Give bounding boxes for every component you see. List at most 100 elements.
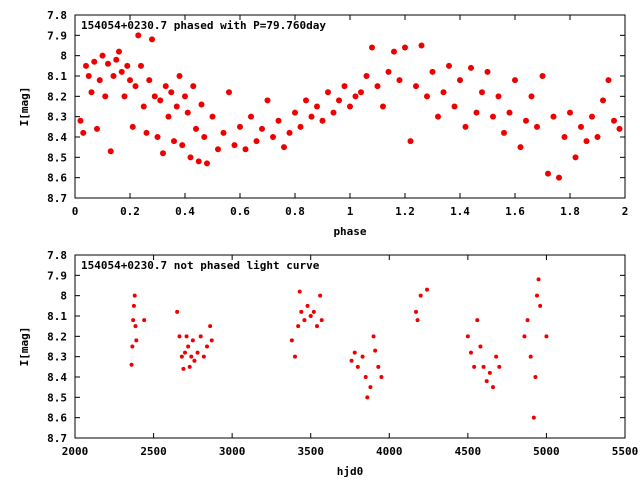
x-tick-label: 5000 xyxy=(533,445,560,458)
data-point xyxy=(550,113,557,120)
data-point xyxy=(275,117,282,124)
data-point xyxy=(83,62,89,69)
y-tick-label: 8.7 xyxy=(47,192,67,205)
data-point xyxy=(363,73,370,79)
data-point xyxy=(190,338,195,343)
x-tick-label: 0.2 xyxy=(120,205,140,218)
data-point xyxy=(435,113,441,120)
data-point xyxy=(182,93,188,100)
data-point xyxy=(130,344,135,349)
data-point xyxy=(134,338,139,343)
data-point xyxy=(365,395,370,400)
data-point xyxy=(132,83,139,90)
data-point xyxy=(140,103,147,110)
data-point xyxy=(385,68,392,75)
data-point xyxy=(534,123,540,130)
data-point xyxy=(302,318,307,323)
chart-title: 154054+0230.7 not phased light curve xyxy=(81,259,320,272)
data-point xyxy=(190,83,197,90)
data-point xyxy=(237,123,243,130)
data-point xyxy=(600,97,606,104)
data-point xyxy=(315,324,319,329)
data-point xyxy=(179,142,186,149)
x-axis-label: phase xyxy=(333,225,366,238)
data-point xyxy=(91,58,98,65)
data-point xyxy=(349,358,354,363)
data-point xyxy=(198,101,205,108)
data-point xyxy=(133,324,138,329)
data-point xyxy=(407,138,414,145)
data-point xyxy=(168,89,175,96)
x-tick-label: 3000 xyxy=(219,445,246,458)
data-point xyxy=(186,344,191,349)
data-point xyxy=(292,109,298,116)
data-point xyxy=(539,73,546,79)
data-point xyxy=(465,334,470,339)
data-point xyxy=(105,60,111,67)
data-point xyxy=(347,103,353,110)
data-point xyxy=(116,48,122,55)
x-tick-label: 2000 xyxy=(62,445,89,458)
data-point xyxy=(583,138,590,145)
data-point xyxy=(165,113,172,120)
x-tick-label: 0.8 xyxy=(285,205,305,218)
data-point xyxy=(181,366,186,371)
data-point xyxy=(226,89,232,96)
y-tick-label: 7.9 xyxy=(47,269,67,282)
x-axis-label: hjd0 xyxy=(337,465,364,478)
data-point xyxy=(77,117,84,124)
data-point xyxy=(183,350,187,355)
data-point xyxy=(501,129,507,136)
x-tick-label: 4000 xyxy=(376,445,403,458)
data-point xyxy=(299,309,304,314)
data-point xyxy=(479,89,485,96)
data-point xyxy=(605,77,612,84)
x-tick-label: 1.2 xyxy=(395,205,415,218)
data-point xyxy=(425,287,429,292)
data-point xyxy=(413,83,419,90)
data-point xyxy=(484,379,489,384)
data-point xyxy=(195,158,202,165)
data-point xyxy=(528,354,533,359)
data-point xyxy=(531,415,536,420)
x-tick-label: 0 xyxy=(72,205,79,218)
data-point xyxy=(478,344,483,349)
data-point xyxy=(341,83,348,90)
y-tick-label: 7.8 xyxy=(47,9,67,22)
data-point xyxy=(376,364,381,369)
data-point xyxy=(451,103,458,110)
data-point xyxy=(391,48,397,55)
data-point xyxy=(418,42,425,49)
data-point xyxy=(201,354,206,359)
data-point xyxy=(179,354,184,359)
data-point xyxy=(80,129,87,136)
data-point xyxy=(311,309,316,314)
data-point xyxy=(319,117,326,124)
data-point xyxy=(286,129,293,136)
y-tick-label: 8.2 xyxy=(47,90,67,103)
data-point xyxy=(296,324,301,329)
data-point xyxy=(544,334,549,339)
data-point xyxy=(142,318,147,323)
data-point xyxy=(293,354,297,359)
data-point xyxy=(535,293,539,298)
data-point xyxy=(129,362,134,367)
data-point xyxy=(96,77,103,84)
data-point xyxy=(594,134,601,140)
data-point xyxy=(124,62,131,69)
x-tick-label: 1 xyxy=(347,205,354,218)
data-point xyxy=(281,144,287,151)
data-point xyxy=(220,129,227,136)
data-point xyxy=(173,103,180,110)
y-tick-label: 8.3 xyxy=(47,111,67,124)
data-point xyxy=(325,89,331,96)
data-point xyxy=(204,160,210,167)
data-point xyxy=(363,375,368,379)
data-point xyxy=(187,154,194,161)
data-point xyxy=(85,73,92,79)
data-point xyxy=(121,93,128,100)
data-point xyxy=(319,318,324,323)
data-point xyxy=(175,309,180,314)
y-tick-label: 8.1 xyxy=(47,310,67,323)
data-point xyxy=(135,32,142,39)
